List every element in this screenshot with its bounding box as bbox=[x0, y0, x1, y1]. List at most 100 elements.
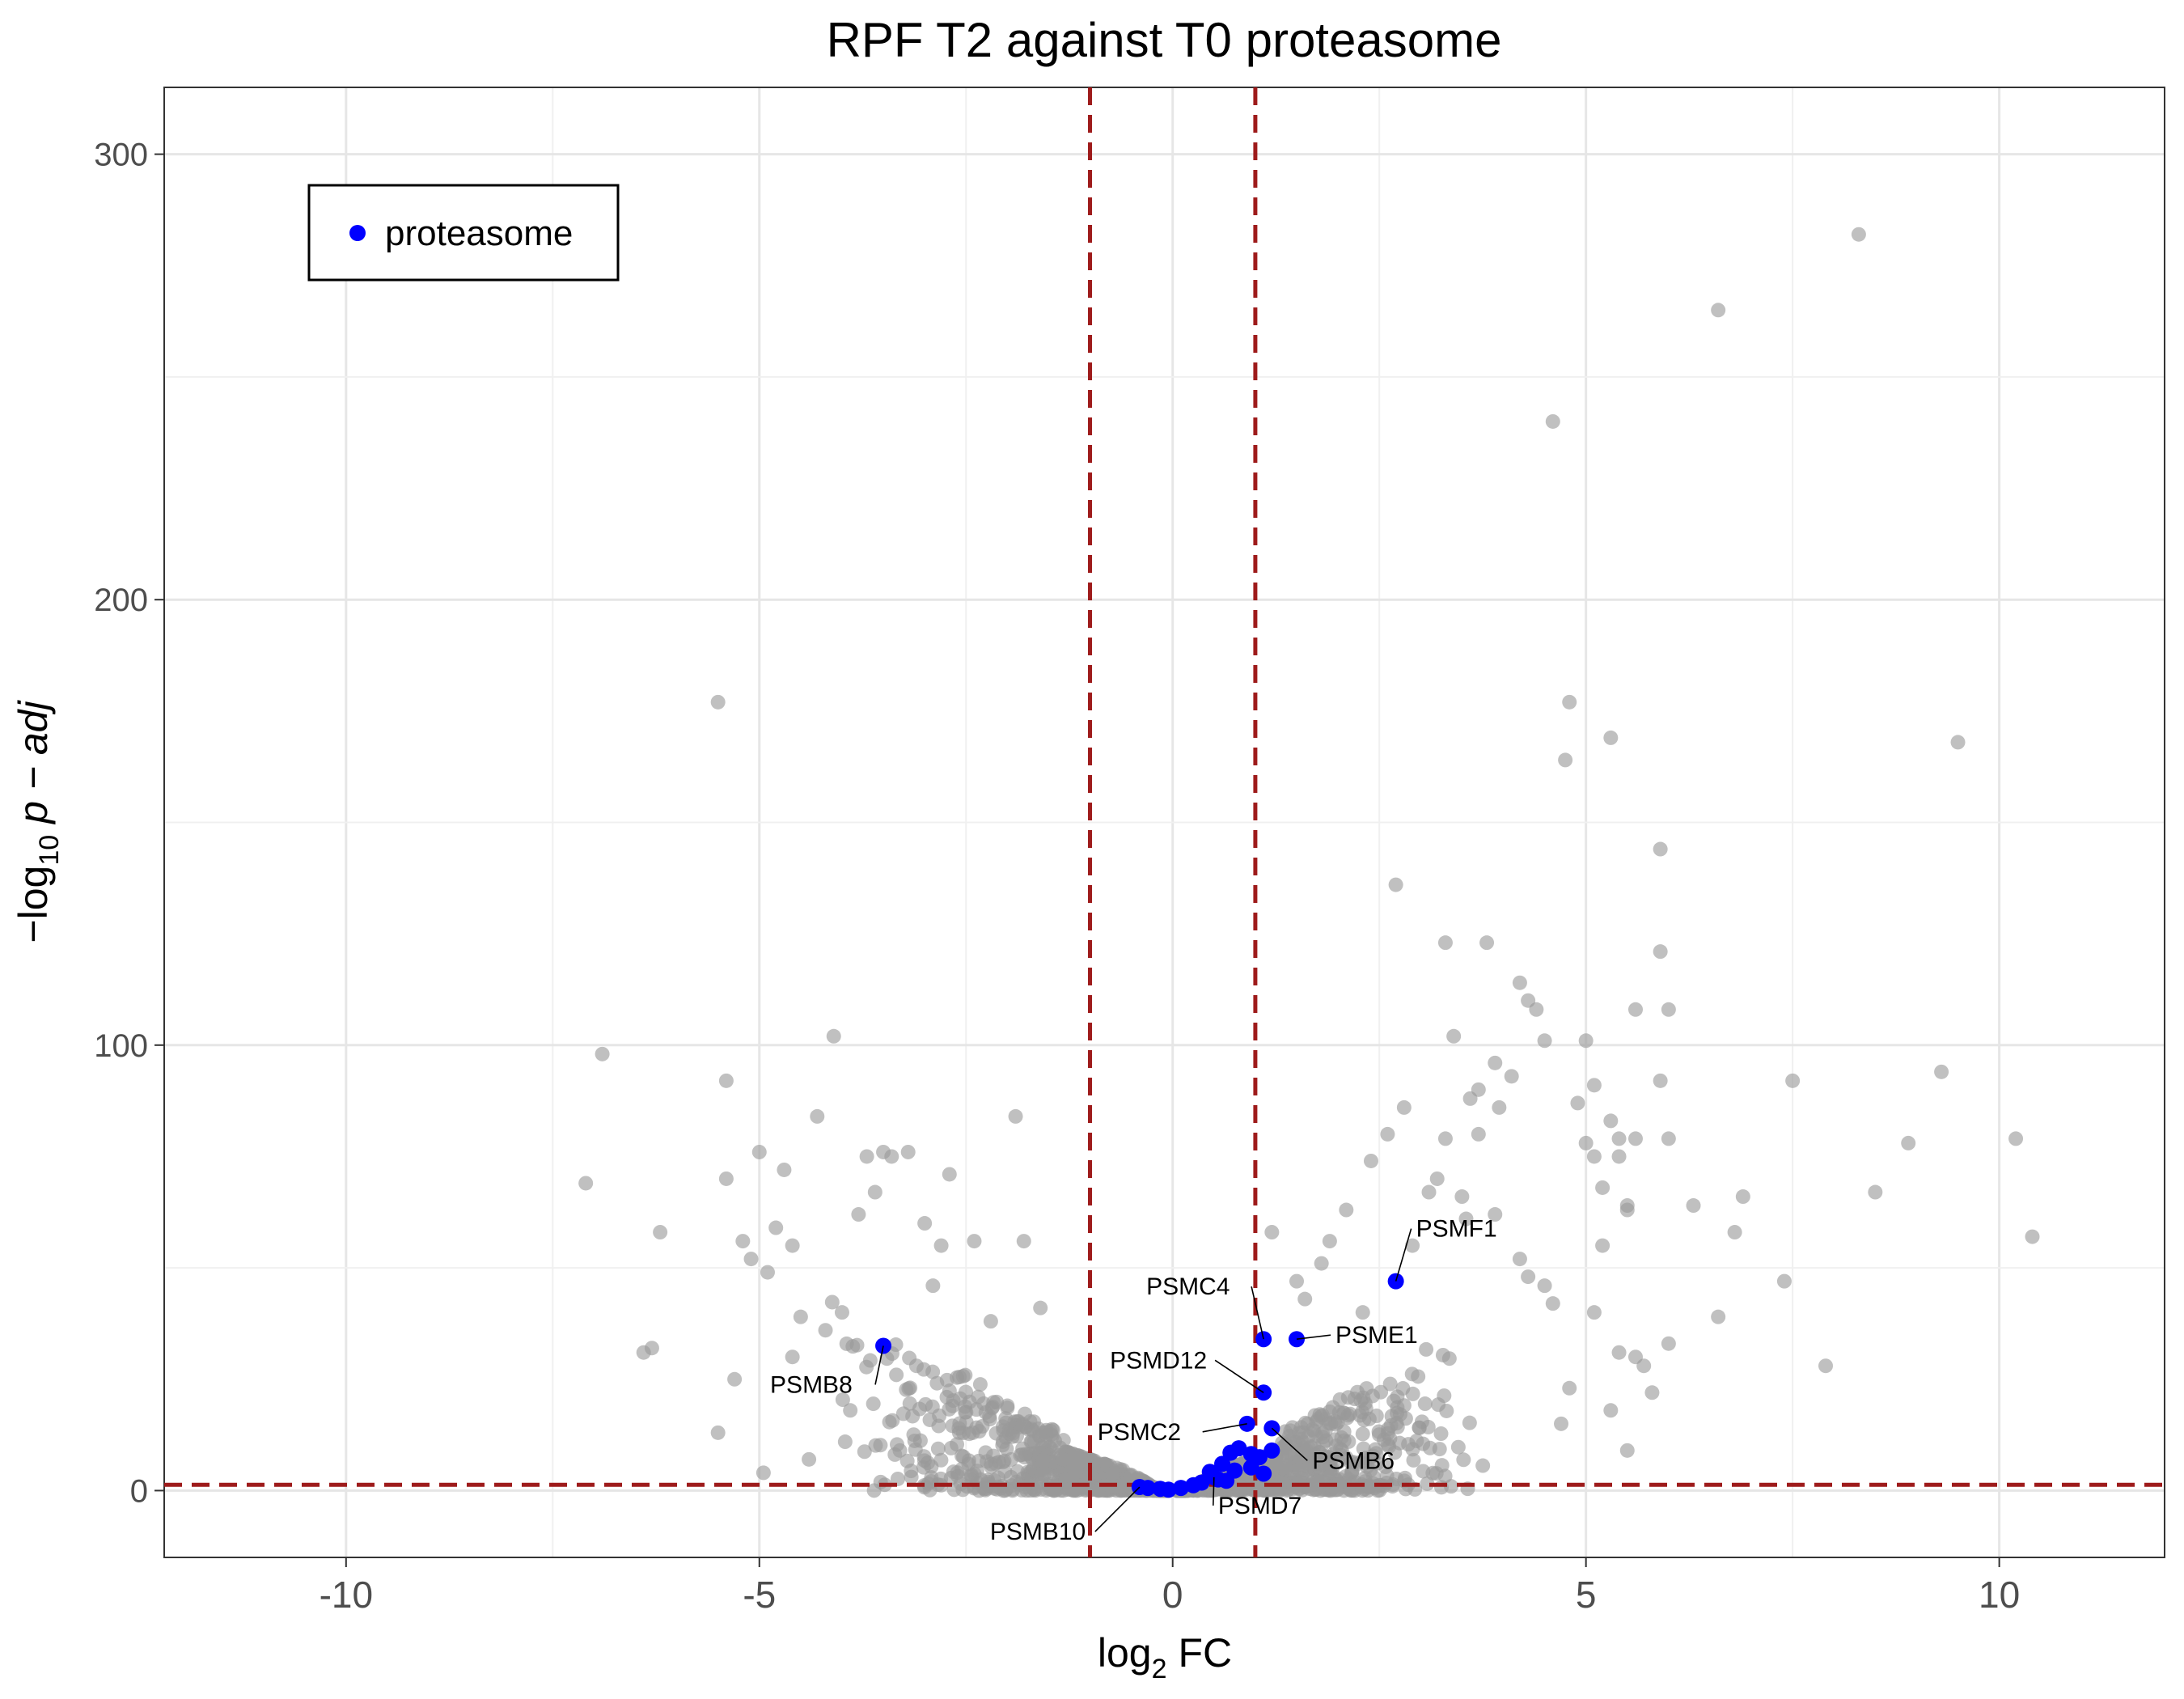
gene-label-psmb8: PSMB8 bbox=[770, 1371, 853, 1398]
gene-point bbox=[933, 1238, 949, 1253]
gene-point bbox=[1454, 1189, 1470, 1205]
gene-point bbox=[1289, 1273, 1305, 1289]
gene-point bbox=[1421, 1184, 1437, 1200]
x-axis-title-tail: FC bbox=[1167, 1630, 1233, 1676]
gene-label-psme1: PSME1 bbox=[1335, 1322, 1418, 1349]
gene-point bbox=[1411, 1369, 1426, 1384]
gene-point bbox=[1619, 1202, 1635, 1218]
gene-point bbox=[1603, 730, 1619, 745]
gene-point bbox=[1339, 1202, 1354, 1218]
proteasome-point bbox=[1185, 1477, 1202, 1494]
x-axis-title-main: log bbox=[1098, 1630, 1152, 1676]
gene-point bbox=[862, 1353, 878, 1368]
gene-point bbox=[1711, 1309, 1726, 1324]
gene-point bbox=[1008, 1108, 1023, 1124]
legend: proteasome bbox=[307, 184, 620, 282]
gene-point bbox=[1371, 1427, 1386, 1443]
proteasome-point bbox=[1140, 1480, 1157, 1497]
gene-point bbox=[1512, 1252, 1527, 1267]
label-leader bbox=[1251, 1286, 1264, 1340]
gene-point bbox=[1277, 1438, 1293, 1453]
gene-point bbox=[760, 1265, 775, 1280]
gene-point bbox=[1033, 1300, 1048, 1316]
gene-point bbox=[1488, 1207, 1503, 1222]
y-axis-title-sub: 10 bbox=[34, 835, 65, 866]
gene-point bbox=[859, 1149, 874, 1164]
gene-point bbox=[1035, 1453, 1051, 1468]
label-leader bbox=[1213, 1477, 1215, 1506]
x-tick-label: -10 bbox=[320, 1574, 373, 1616]
gene-point bbox=[834, 1305, 849, 1320]
y-tick-label: 100 bbox=[94, 1028, 148, 1064]
gene-point bbox=[943, 1470, 959, 1485]
gene-point bbox=[1711, 303, 1726, 318]
gene-point bbox=[1314, 1256, 1329, 1271]
proteasome-point bbox=[1255, 1465, 1272, 1482]
gene-point bbox=[1586, 1149, 1602, 1164]
gene-point bbox=[1435, 1347, 1450, 1362]
gene-point bbox=[969, 1464, 984, 1479]
gene-point bbox=[983, 1314, 998, 1329]
x-tick-label: 5 bbox=[1576, 1574, 1597, 1616]
gene-point bbox=[1090, 1483, 1106, 1498]
y-tick-label: 0 bbox=[130, 1473, 148, 1509]
gene-point bbox=[1264, 1225, 1280, 1240]
gene-point bbox=[1603, 1403, 1619, 1418]
legend-swatch-proteasome bbox=[349, 225, 366, 241]
gene-point bbox=[1406, 1452, 1421, 1468]
gene-point bbox=[1437, 1388, 1452, 1404]
gene-point bbox=[1471, 1082, 1486, 1097]
gene-point bbox=[1686, 1198, 1701, 1214]
gene-point bbox=[873, 1438, 888, 1453]
label-leader bbox=[1271, 1427, 1308, 1461]
gene-point bbox=[904, 1464, 919, 1479]
gene-point bbox=[1443, 1479, 1458, 1494]
gene-point bbox=[1365, 1388, 1380, 1404]
gene-point bbox=[1005, 1429, 1020, 1444]
gene-point bbox=[1653, 1073, 1668, 1088]
gene-point bbox=[727, 1371, 743, 1387]
gene-point bbox=[1595, 1180, 1610, 1195]
gene-point bbox=[1388, 877, 1403, 892]
gene-point bbox=[889, 1367, 904, 1383]
gene-point bbox=[1344, 1464, 1360, 1479]
gene-point bbox=[768, 1220, 784, 1235]
gene-point bbox=[1004, 1478, 1019, 1494]
gene-label-psmc4: PSMC4 bbox=[1146, 1273, 1230, 1300]
label-leader bbox=[1094, 1486, 1141, 1532]
gene-point bbox=[1603, 1113, 1619, 1129]
gene-point bbox=[857, 1444, 872, 1460]
gene-labels: PSMB8 PSMF1 PSMC4 PSME1 PSMD12 PSMC2 PSMB6 PSMD… bbox=[770, 1216, 1497, 1545]
proteasome-point bbox=[1263, 1442, 1280, 1459]
gene-point bbox=[1537, 1278, 1552, 1294]
gene-point bbox=[644, 1341, 659, 1356]
gene-point bbox=[1611, 1345, 1627, 1360]
gene-point bbox=[1456, 1452, 1471, 1468]
gene-point bbox=[1558, 752, 1573, 768]
gene-point bbox=[785, 1238, 800, 1253]
gene-point bbox=[1300, 1443, 1315, 1459]
gene-point bbox=[1292, 1475, 1307, 1490]
gene-point bbox=[1395, 1381, 1411, 1396]
gene-point bbox=[1661, 1336, 1676, 1351]
gene-point bbox=[1298, 1463, 1314, 1478]
gene-point bbox=[835, 1392, 850, 1408]
gene-point bbox=[971, 1424, 987, 1439]
gene-point bbox=[1382, 1438, 1397, 1454]
gene-label-psmd7: PSMD7 bbox=[1218, 1493, 1302, 1519]
gene-point bbox=[718, 1073, 734, 1088]
gene-point bbox=[1105, 1466, 1120, 1481]
gene-point bbox=[1355, 1426, 1370, 1442]
gene-point bbox=[1462, 1415, 1477, 1430]
gene-point bbox=[1044, 1421, 1060, 1437]
gene-point bbox=[1512, 975, 1527, 990]
gene-point bbox=[1322, 1234, 1337, 1249]
gene-point bbox=[1055, 1451, 1070, 1467]
gene-point bbox=[1504, 1069, 1519, 1084]
gene-point bbox=[1475, 1458, 1491, 1473]
gene-point bbox=[810, 1108, 825, 1124]
proteasome-point bbox=[1230, 1440, 1247, 1457]
gene-point bbox=[1521, 1269, 1536, 1285]
